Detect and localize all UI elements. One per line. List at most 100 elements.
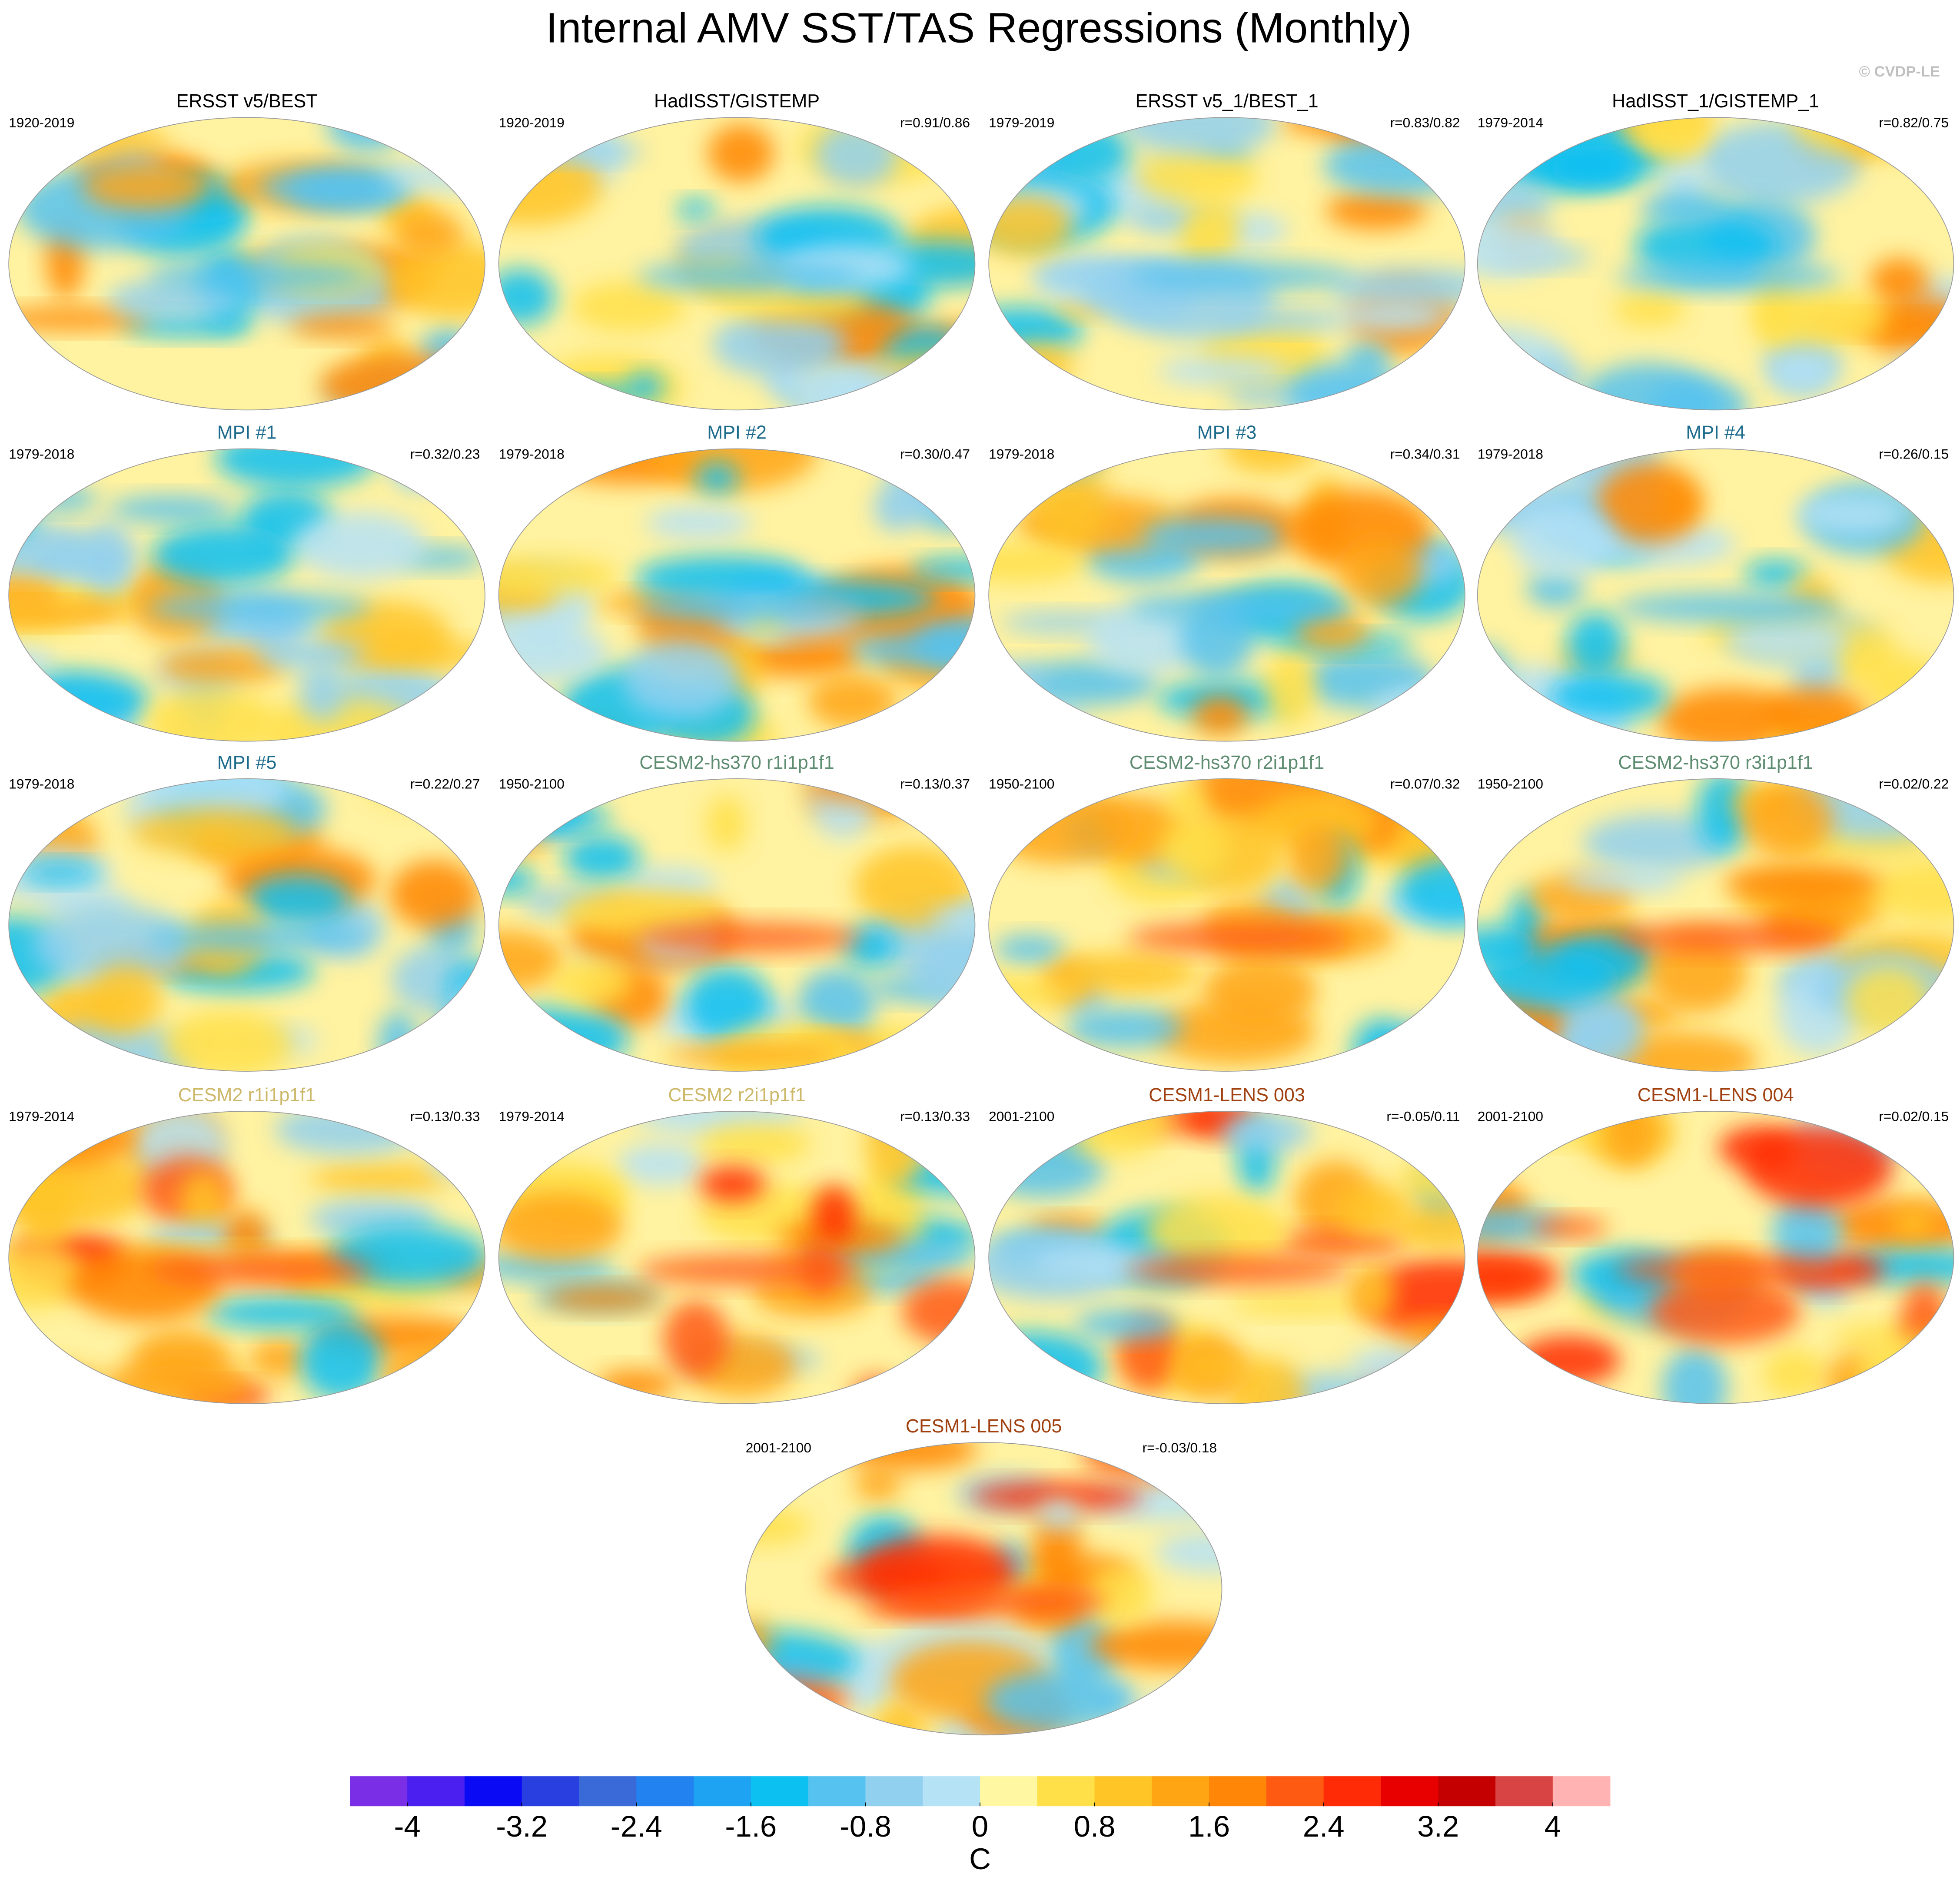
map-pattern bbox=[498, 806, 547, 858]
colorbar-bin bbox=[1209, 1776, 1267, 1807]
map-pattern bbox=[1563, 867, 1682, 893]
map-pattern bbox=[1287, 822, 1350, 892]
colorbar-bin bbox=[522, 1776, 580, 1807]
map-pattern bbox=[256, 169, 416, 205]
map-pattern bbox=[146, 592, 372, 623]
map-pattern bbox=[498, 557, 619, 595]
panel-r: r=0.13/0.33 bbox=[410, 1109, 480, 1124]
map-pattern bbox=[1352, 1019, 1411, 1071]
map-pattern bbox=[995, 935, 1065, 963]
map-pattern bbox=[1159, 821, 1229, 880]
map-pattern bbox=[1615, 922, 1841, 953]
map-pattern bbox=[309, 1164, 452, 1193]
panel-title: MPI #4 bbox=[1686, 422, 1745, 443]
map-pattern bbox=[807, 674, 897, 729]
colorbar-bin bbox=[980, 1776, 1038, 1807]
map-pattern bbox=[1339, 538, 1422, 606]
map bbox=[9, 117, 485, 410]
map-pattern bbox=[1527, 571, 1584, 608]
map-pattern bbox=[1583, 814, 1730, 872]
map-pattern bbox=[1372, 686, 1455, 732]
map-pattern bbox=[1724, 863, 1881, 904]
map-pattern bbox=[637, 592, 862, 623]
map-pattern bbox=[1744, 1126, 1893, 1207]
map-pattern bbox=[1126, 592, 1352, 623]
map-pattern bbox=[854, 846, 971, 927]
map-pattern bbox=[1764, 1348, 1825, 1399]
panel-title: ERSST v5/BEST bbox=[176, 91, 317, 112]
map-pattern bbox=[1866, 654, 1944, 720]
map-pattern bbox=[498, 1252, 615, 1280]
map-pattern bbox=[745, 1619, 771, 1665]
map bbox=[989, 1111, 1465, 1404]
map-pattern bbox=[797, 969, 876, 1037]
map-pattern bbox=[1265, 651, 1316, 727]
map-pattern bbox=[1640, 191, 1731, 224]
map-pattern bbox=[1126, 1255, 1352, 1285]
colorbar-bin bbox=[694, 1776, 751, 1807]
map-pattern bbox=[1550, 146, 1638, 186]
map-pattern bbox=[745, 1658, 833, 1696]
colorbar-tick-label: -2.4 bbox=[611, 1810, 662, 1843]
colorbar-bin bbox=[923, 1776, 980, 1807]
panel-r: r=0.30/0.47 bbox=[900, 446, 970, 462]
map-pattern bbox=[22, 862, 100, 883]
map-pattern bbox=[1477, 463, 1525, 498]
map-pattern bbox=[989, 543, 1085, 583]
map bbox=[9, 1111, 485, 1404]
map-pattern bbox=[1137, 1691, 1219, 1735]
map-pattern bbox=[1566, 611, 1625, 678]
map-pattern bbox=[1477, 926, 1538, 971]
panel-period: 1979-2019 bbox=[989, 115, 1054, 130]
map-pattern bbox=[179, 1170, 228, 1237]
map-pattern bbox=[558, 890, 724, 935]
colorbar-tick-label: -0.8 bbox=[840, 1810, 891, 1843]
colorbar-tick-label: 2.4 bbox=[1303, 1810, 1345, 1843]
colorbar-bin bbox=[464, 1776, 522, 1807]
map-pattern bbox=[1877, 1028, 1954, 1071]
map-pattern bbox=[617, 1143, 705, 1185]
map-pattern bbox=[1181, 1356, 1252, 1379]
panel-period: 2001-2100 bbox=[746, 1440, 811, 1455]
panel-title: CESM2 r1i1p1f1 bbox=[178, 1085, 316, 1106]
map-pattern bbox=[1796, 494, 1910, 534]
map-pattern bbox=[1126, 922, 1352, 953]
colorbar-bin bbox=[1381, 1776, 1439, 1807]
map-pattern bbox=[378, 1010, 419, 1071]
panel-r: r=0.91/0.86 bbox=[900, 115, 970, 130]
map-pattern bbox=[1649, 1279, 1801, 1345]
map-border bbox=[988, 1111, 1465, 1404]
panel-period: 1979-2014 bbox=[499, 1109, 565, 1124]
map-pattern bbox=[410, 373, 485, 410]
map-pattern bbox=[676, 199, 715, 220]
map-pattern bbox=[812, 1185, 856, 1243]
panel-r: r=0.32/0.23 bbox=[410, 446, 480, 462]
map-border bbox=[988, 448, 1465, 742]
panel-title: CESM2-hs370 r3i1p1f1 bbox=[1618, 752, 1813, 773]
map-pattern bbox=[1695, 122, 1861, 205]
map-pattern bbox=[1301, 652, 1434, 709]
map-pattern bbox=[1870, 258, 1929, 304]
map-pattern bbox=[708, 124, 774, 182]
map-pattern bbox=[1036, 1498, 1082, 1530]
panel-period: 1920-2019 bbox=[9, 115, 74, 130]
map-pattern bbox=[989, 306, 1083, 354]
panel-r: r=0.83/0.82 bbox=[1390, 115, 1460, 130]
map-pattern bbox=[9, 1111, 69, 1169]
map-pattern bbox=[1845, 964, 1930, 1036]
map-border bbox=[8, 1111, 485, 1404]
map-pattern bbox=[532, 804, 611, 831]
map-pattern bbox=[9, 488, 35, 536]
colorbar-label: C bbox=[969, 1842, 991, 1876]
map-pattern bbox=[215, 448, 376, 488]
map-pattern bbox=[1086, 1565, 1154, 1625]
map bbox=[9, 778, 485, 1071]
map-pattern bbox=[998, 344, 1074, 383]
map-border bbox=[8, 117, 485, 411]
colorbar-tick-label: 0.8 bbox=[1074, 1810, 1116, 1843]
watermark: © CVDP-LE bbox=[1859, 63, 1940, 80]
map-pattern bbox=[637, 1255, 862, 1285]
map-pattern bbox=[571, 281, 686, 332]
map-pattern bbox=[1529, 1217, 1608, 1238]
map-pattern bbox=[146, 922, 372, 953]
